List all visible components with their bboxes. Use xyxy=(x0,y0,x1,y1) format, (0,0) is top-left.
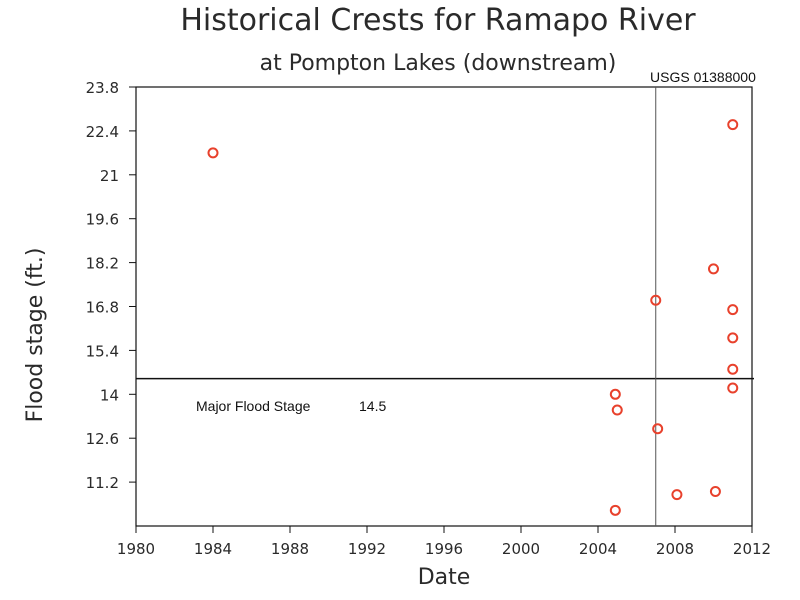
y-tick-label: 21 xyxy=(100,167,119,185)
crest-point-8 xyxy=(709,486,721,498)
y-tick-label: 22.4 xyxy=(86,123,119,141)
y-axis: 11.2 12.6 14 15.4 16.8 18.2 19.6 21 22.4 23.8 xyxy=(86,79,136,492)
plot-area xyxy=(135,86,753,527)
x-tick-label: 2004 xyxy=(579,540,617,558)
crest-point-0 xyxy=(207,147,219,159)
y-axis-title: Flood stage (ft.) xyxy=(23,248,48,423)
x-tick-label: 1992 xyxy=(348,540,386,558)
crest-point-6 xyxy=(671,489,683,501)
y-tick-label: 15.4 xyxy=(86,342,119,360)
crest-point-4 xyxy=(650,294,662,306)
crest-point-5 xyxy=(652,423,664,435)
y-tick-label: 18.2 xyxy=(86,255,119,273)
y-tick-label: 11.2 xyxy=(86,474,119,492)
y-tick-label: 23.8 xyxy=(86,79,119,97)
y-tick-label: 12.6 xyxy=(86,430,119,448)
crest-point-10 xyxy=(727,304,739,316)
crest-point-12 xyxy=(727,363,739,375)
chart-subtitle: at Pompton Lakes (downstream) xyxy=(260,51,617,76)
chart-title: Historical Crests for Ramapo River xyxy=(180,3,696,38)
x-tick-label: 2008 xyxy=(656,540,694,558)
x-tick-label: 1988 xyxy=(271,540,309,558)
crest-point-9 xyxy=(727,119,739,131)
crest-point-3 xyxy=(609,504,621,516)
gauge-label: USGS 01388000 xyxy=(650,69,756,85)
x-tick-label: 1996 xyxy=(425,540,463,558)
x-axis-title: Date xyxy=(418,565,471,590)
crest-point-13 xyxy=(727,382,739,394)
y-tick-label: 16.8 xyxy=(86,299,119,317)
x-tick-label: 1980 xyxy=(117,540,155,558)
x-axis: 1980 1984 1988 1992 1996 2000 2004 2008 2012 xyxy=(117,526,771,558)
y-tick-label: 14 xyxy=(100,386,119,404)
y-tick-label: 19.6 xyxy=(86,211,119,229)
data-points xyxy=(207,119,739,516)
crest-point-11 xyxy=(727,332,739,344)
crest-point-7 xyxy=(708,263,719,275)
x-tick-label: 1984 xyxy=(194,540,232,558)
major-flood-stage-label: Major Flood Stage xyxy=(196,398,311,414)
x-tick-label: 2000 xyxy=(502,540,540,558)
major-flood-stage-value: 14.5 xyxy=(359,398,386,414)
crest-point-1 xyxy=(609,388,621,400)
x-tick-label: 2012 xyxy=(733,540,771,558)
crest-point-2 xyxy=(611,404,623,416)
